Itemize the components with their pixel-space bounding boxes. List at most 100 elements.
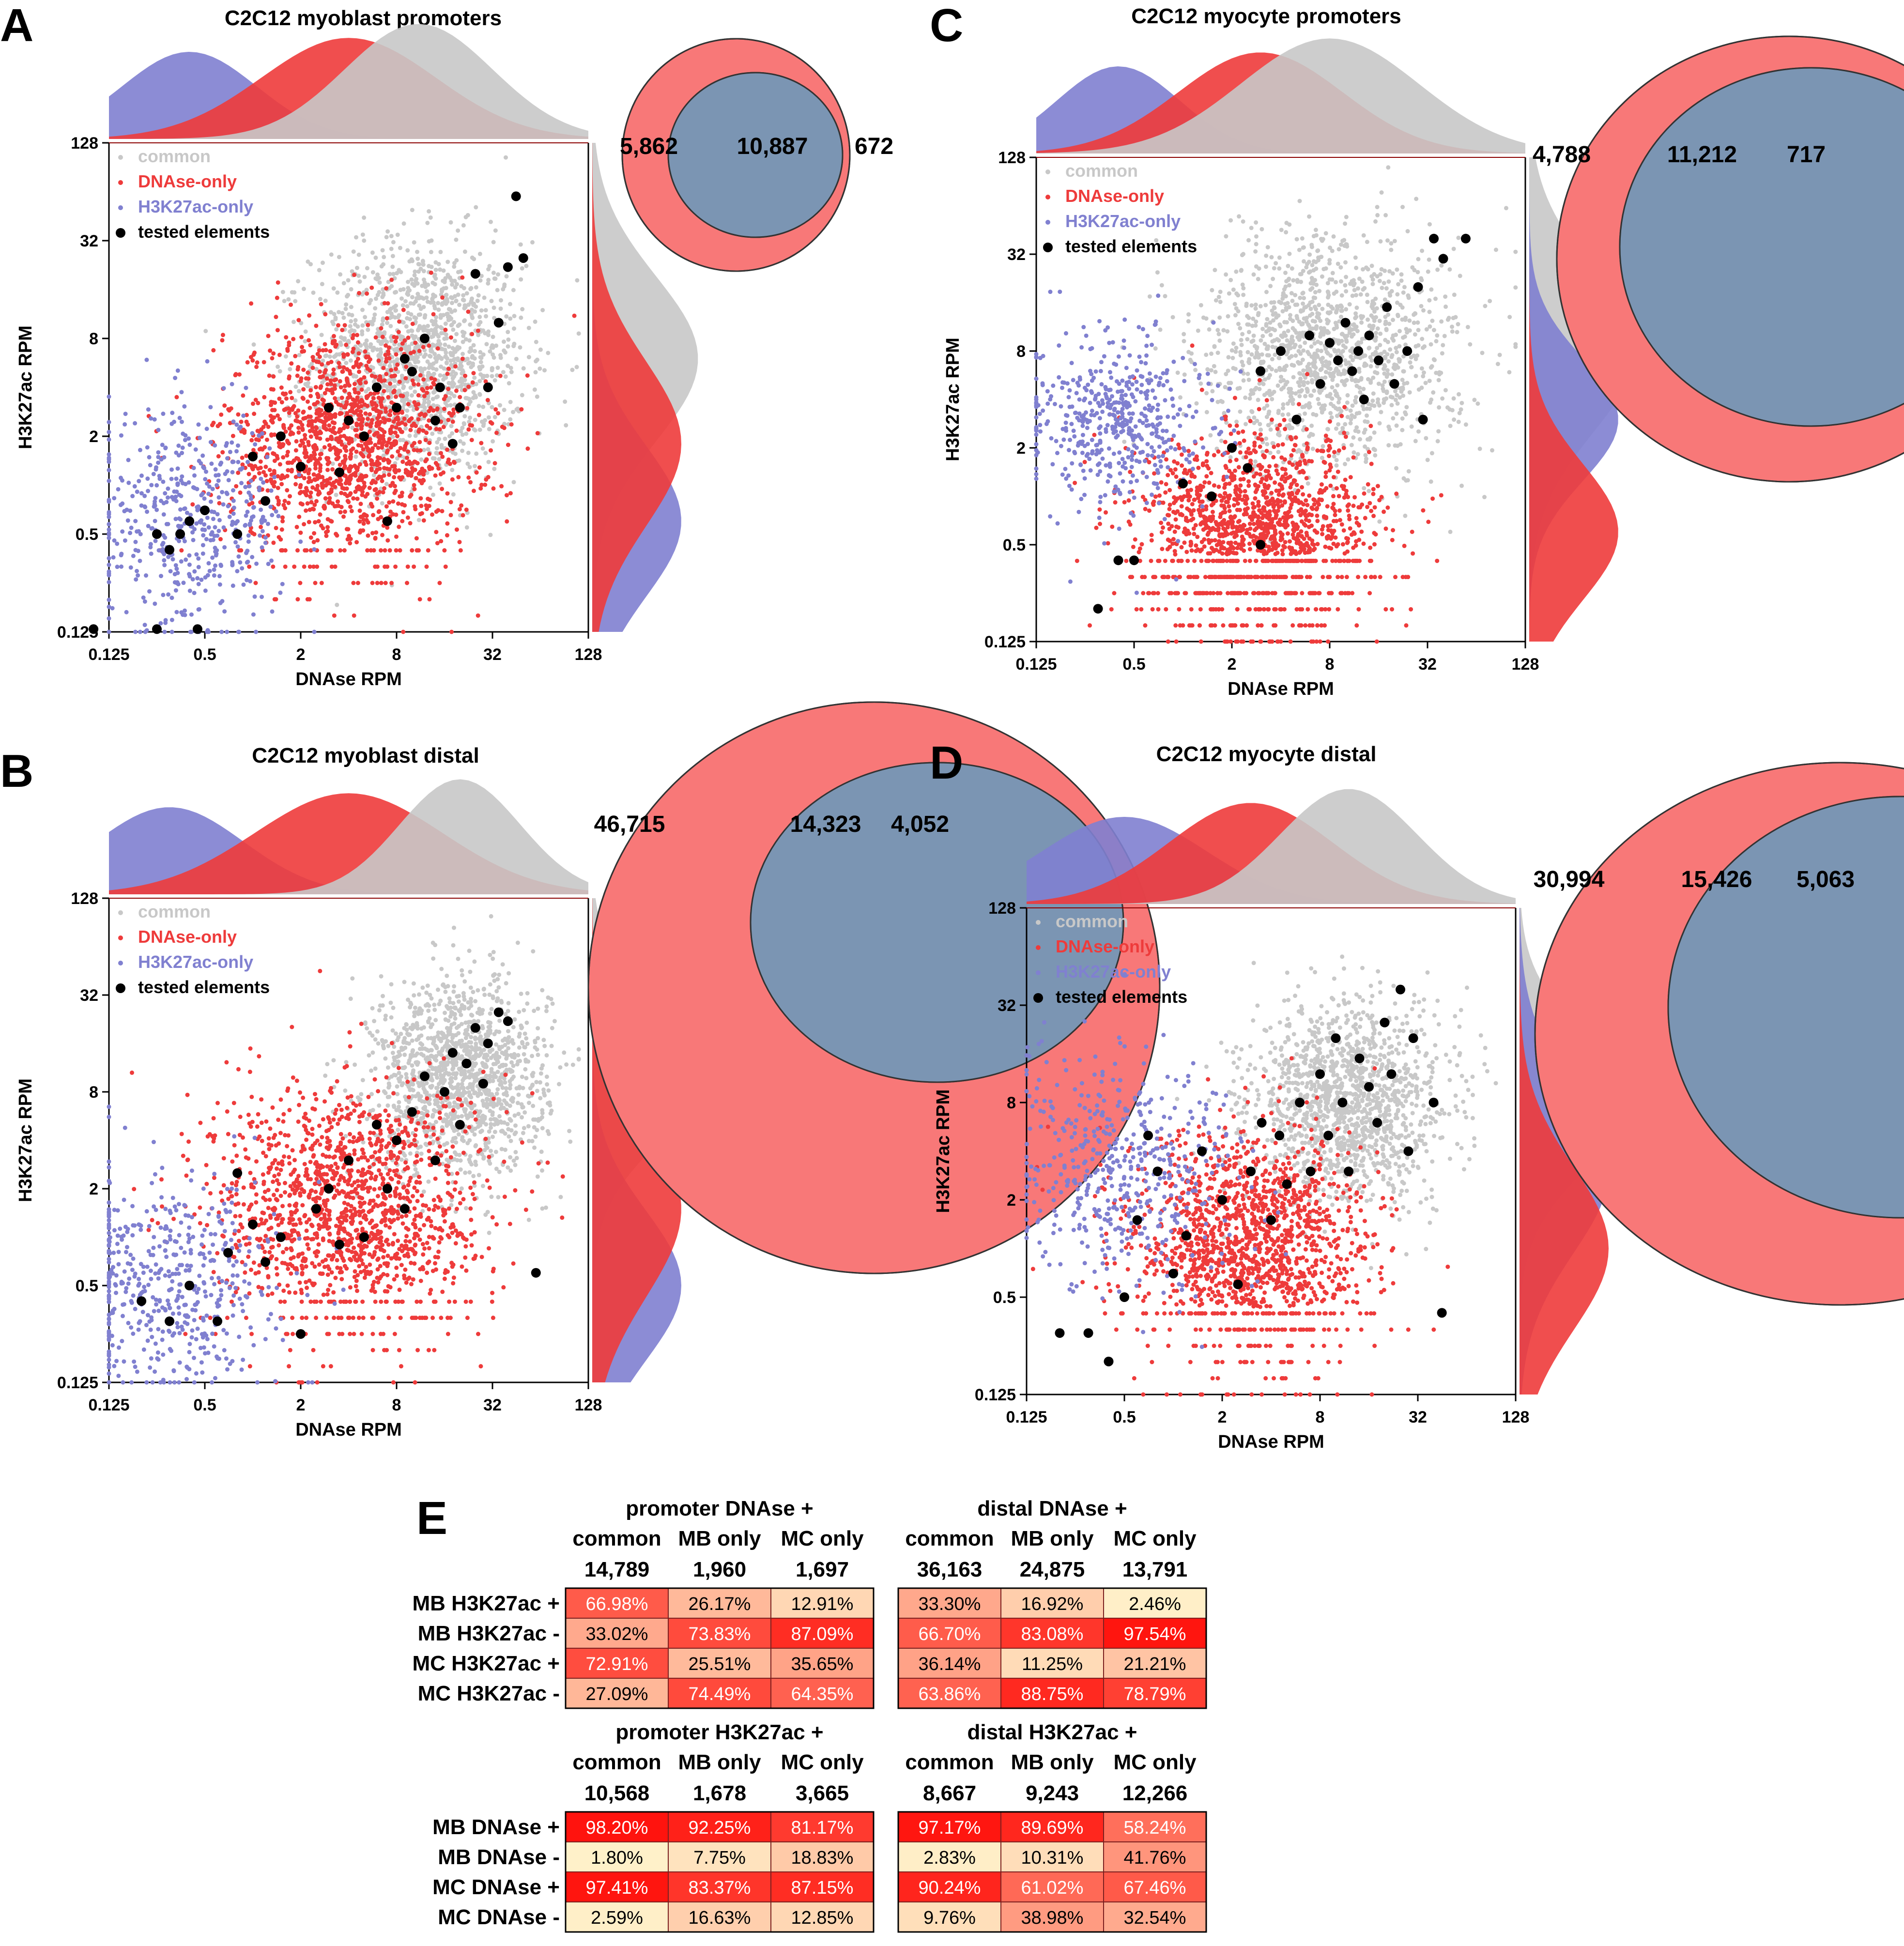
point-dnase-only <box>307 419 312 424</box>
point-common <box>459 376 464 381</box>
point-common <box>497 1018 502 1023</box>
point-h3k27ac-only <box>174 581 179 585</box>
point-h3k27ac-only <box>181 431 185 436</box>
point-dnase-only <box>326 500 331 505</box>
point-common <box>389 982 394 987</box>
point-dnase-only <box>327 423 332 428</box>
point-dnase-only <box>361 447 366 452</box>
point-dnase-only <box>391 499 396 504</box>
point-common <box>445 311 450 316</box>
point-h3k27ac-only <box>211 537 215 542</box>
point-h3k27ac-only <box>207 484 212 489</box>
point-common <box>390 254 395 259</box>
point-common <box>415 1051 420 1056</box>
point-common <box>415 249 420 254</box>
point-common <box>461 1085 465 1090</box>
point-common <box>483 451 488 456</box>
point-dnase-only <box>347 469 352 474</box>
point-common <box>558 1065 563 1070</box>
point-dnase-only <box>285 440 290 444</box>
point-dnase-only <box>393 430 398 435</box>
point-dnase-only <box>408 428 413 432</box>
point-dnase-only <box>261 360 266 365</box>
point-dnase-only <box>271 540 276 545</box>
point-dnase-only <box>305 501 310 506</box>
point-dnase-only <box>435 462 440 467</box>
point-dnase-only <box>412 350 416 354</box>
point-common <box>548 1111 553 1116</box>
point-common <box>534 339 538 344</box>
point-common <box>557 1082 562 1087</box>
point-tested-element <box>323 402 334 413</box>
point-h3k27ac-only <box>179 524 184 529</box>
point-dnase-only <box>381 490 385 495</box>
point-dnase-only <box>504 493 509 498</box>
point-h3k27ac-only <box>246 559 250 564</box>
point-dnase-only <box>445 491 450 496</box>
point-dnase-only <box>385 538 390 543</box>
point-dnase-only <box>460 356 465 361</box>
point-common <box>507 971 511 976</box>
point-common <box>458 439 463 444</box>
point-common <box>464 431 469 436</box>
point-h3k27ac-only <box>234 449 239 454</box>
point-dnase-only <box>479 441 484 445</box>
point-common <box>453 349 458 354</box>
point-h3k27ac-only <box>126 458 131 462</box>
point-common <box>420 985 425 990</box>
point-common <box>303 382 308 386</box>
point-h3k27ac-only <box>231 511 236 516</box>
point-dnase-only <box>270 417 275 422</box>
point-h3k27ac-only <box>222 545 227 550</box>
point-dnase-only <box>505 519 509 524</box>
point-h3k27ac-only <box>247 484 252 489</box>
point-dnase-only <box>256 400 261 405</box>
point-h3k27ac-only <box>245 549 250 553</box>
point-dnase-only <box>341 514 346 519</box>
point-common <box>488 1011 492 1016</box>
point-h3k27ac-only <box>216 478 221 483</box>
point-common <box>488 1020 493 1025</box>
point-h3k27ac-only <box>245 509 250 514</box>
point-dnase-only <box>355 340 360 345</box>
point-h3k27ac-only <box>280 582 285 586</box>
point-common <box>353 1062 357 1067</box>
point-h3k27ac-only <box>244 499 249 504</box>
point-h3k27ac-only <box>312 629 317 634</box>
point-h3k27ac-only <box>206 561 211 566</box>
point-common <box>519 277 523 282</box>
point-dnase-only <box>318 463 323 468</box>
point-common <box>434 367 439 372</box>
point-common <box>446 344 451 349</box>
point-dnase-only <box>406 336 411 340</box>
point-common <box>381 287 385 292</box>
point-common <box>416 1093 421 1098</box>
point-common <box>412 1010 417 1015</box>
point-common <box>482 1054 487 1059</box>
point-common <box>443 989 448 994</box>
point-common <box>405 304 410 308</box>
point-common <box>490 1134 495 1139</box>
point-common <box>423 1104 428 1109</box>
point-common <box>343 306 348 311</box>
point-common <box>443 354 448 359</box>
point-dnase-only <box>222 403 227 408</box>
point-dnase-only <box>412 483 416 488</box>
point-dnase-only <box>393 394 398 399</box>
point-h3k27ac-only <box>179 390 184 395</box>
point-common <box>504 314 509 319</box>
legend-entry: common <box>138 146 211 166</box>
point-dnase-only <box>389 368 394 372</box>
point-h3k27ac-only <box>143 629 148 634</box>
point-dnase-only <box>509 422 514 427</box>
point-h3k27ac-only <box>219 629 224 634</box>
point-common <box>460 973 464 978</box>
point-common <box>449 309 454 314</box>
point-h3k27ac-only <box>276 514 281 519</box>
point-dnase-only <box>338 429 343 433</box>
point-common <box>575 278 580 283</box>
point-h3k27ac-only <box>265 455 270 460</box>
point-common <box>396 1059 401 1064</box>
point-h3k27ac-only <box>146 407 151 412</box>
